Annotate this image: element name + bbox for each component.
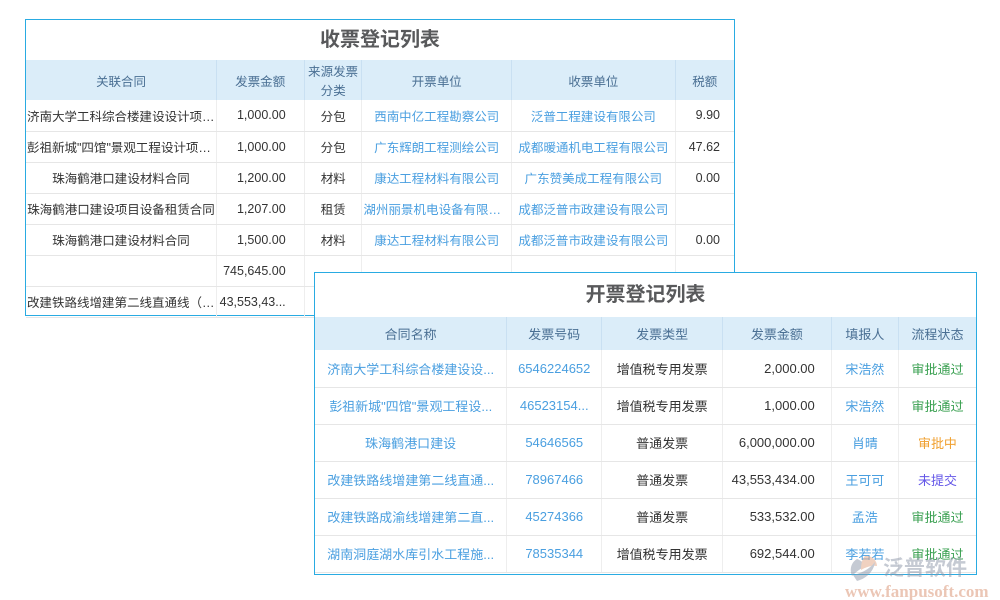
svg-text:泛普软件: 泛普软件 [883,556,967,580]
svg-text:www.fanpusoft.com: www.fanpusoft.com [845,582,989,600]
